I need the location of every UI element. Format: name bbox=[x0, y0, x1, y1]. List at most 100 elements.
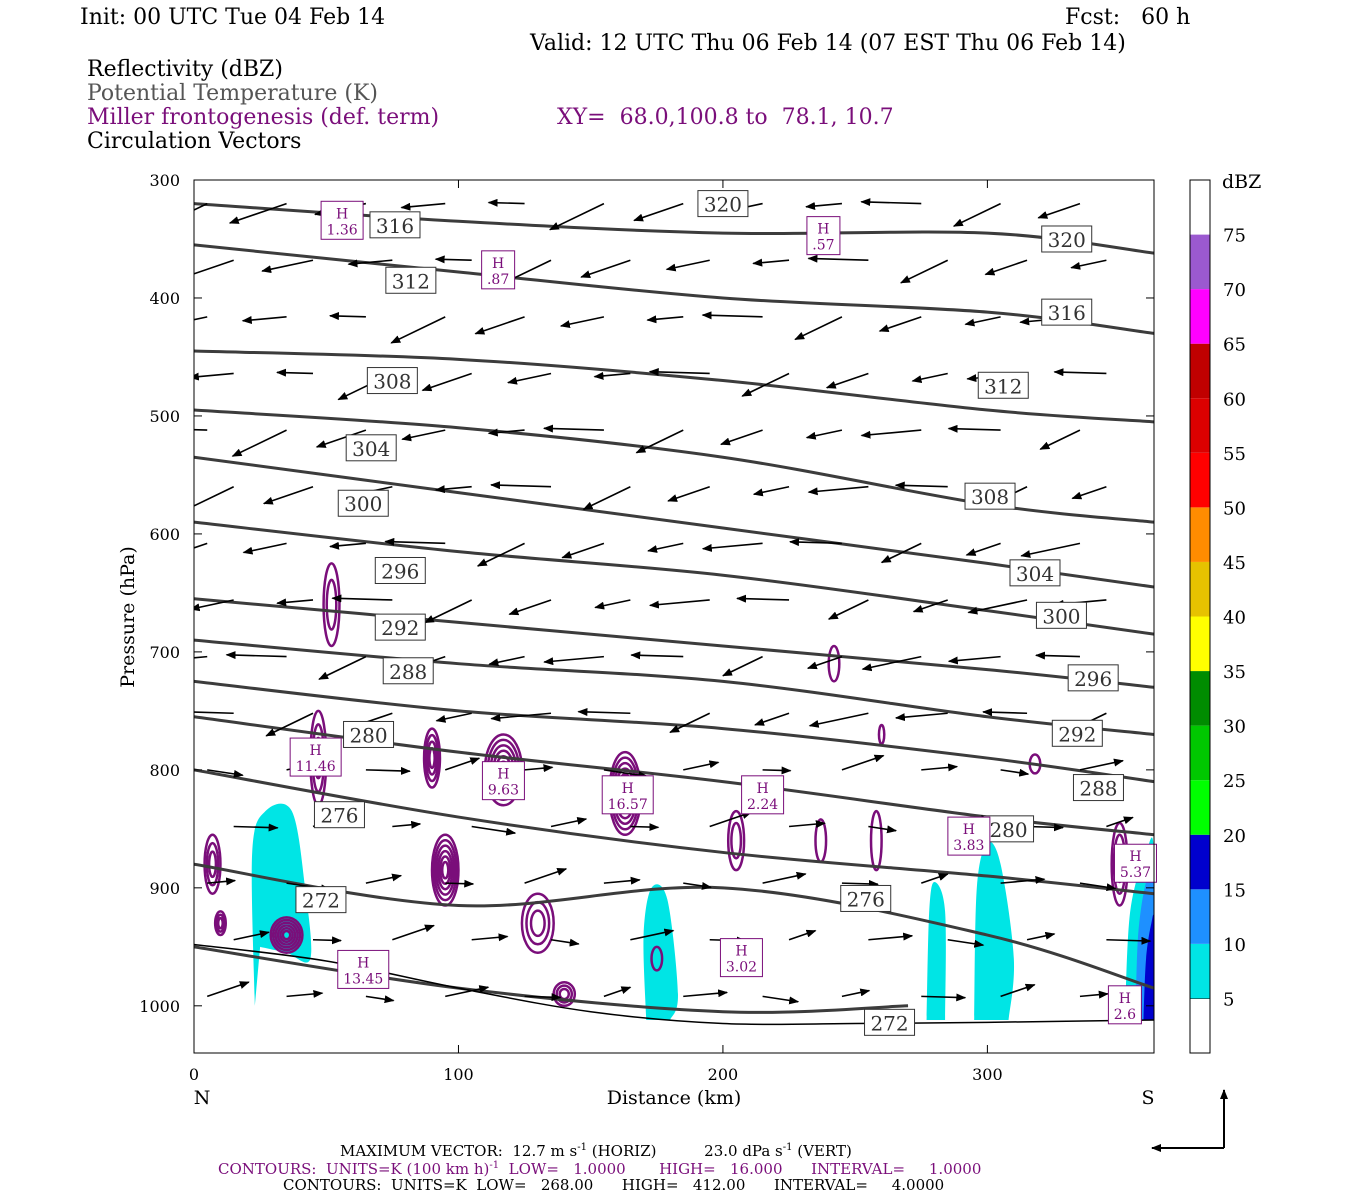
circulation-vector bbox=[842, 991, 869, 997]
y-tick-label: 500 bbox=[149, 407, 180, 426]
reflectivity-area bbox=[927, 882, 946, 1020]
circulation-vector bbox=[789, 823, 825, 826]
circulation-vector bbox=[755, 713, 789, 725]
circulation-vector bbox=[262, 260, 313, 271]
circulation-vector bbox=[475, 317, 524, 334]
fronto-max-value: .87 bbox=[487, 272, 509, 288]
y-tick-label: 700 bbox=[149, 643, 180, 662]
theta-label: 280 bbox=[349, 723, 387, 747]
fronto-contour bbox=[829, 646, 840, 681]
fronto-max-H: H bbox=[357, 955, 369, 971]
x-tick-label: 100 bbox=[443, 1065, 474, 1084]
colorbar-segment bbox=[1190, 235, 1210, 290]
fronto-max-H: H bbox=[817, 222, 829, 238]
fronto-max-value: 2.6 bbox=[1114, 1007, 1136, 1023]
theta-label: 304 bbox=[1016, 562, 1054, 586]
theta-contour-296 bbox=[194, 599, 1154, 687]
circulation-vector bbox=[754, 487, 789, 495]
circulation-vector bbox=[509, 600, 551, 614]
circulation-vector bbox=[1080, 761, 1123, 770]
circulation-vector bbox=[277, 600, 313, 603]
fronto-max-H: H bbox=[1129, 849, 1141, 865]
circulation-vector bbox=[156, 317, 207, 328]
theta-label: 276 bbox=[847, 887, 885, 911]
circulation-vector bbox=[668, 487, 710, 501]
colorbar-segment-below bbox=[1190, 998, 1210, 1053]
y-tick-label: 900 bbox=[149, 879, 180, 898]
circulation-vector bbox=[1036, 655, 1080, 656]
circulation-vector bbox=[392, 925, 434, 939]
fronto-max-value: 5.37 bbox=[1120, 865, 1151, 881]
theta-label: 316 bbox=[1048, 301, 1086, 325]
theta-label: 304 bbox=[352, 437, 390, 461]
colorbar-segment bbox=[1190, 344, 1210, 399]
circulation-vector bbox=[425, 600, 472, 623]
fronto-contour bbox=[429, 748, 434, 768]
x-axis-label: Distance (km) bbox=[607, 1087, 742, 1109]
circulation-vector bbox=[525, 869, 567, 883]
y-axis-label: Pressure (hPa) bbox=[117, 546, 139, 688]
circulation-vector bbox=[604, 987, 630, 996]
colorbar: 5 10 15 20 25 30 35 40 45 50 55 60 65 70 75 bbox=[1190, 180, 1246, 1053]
y-tick-label: 800 bbox=[149, 761, 180, 780]
circulation-vector bbox=[319, 657, 366, 680]
colorbar-label: 20 bbox=[1223, 826, 1246, 847]
theta-label: 300 bbox=[1042, 604, 1080, 628]
fronto-max-H: H bbox=[336, 206, 348, 222]
circulation-vector bbox=[158, 543, 207, 560]
fronto-max-H: H bbox=[963, 822, 975, 838]
circulation-vector bbox=[385, 542, 445, 544]
circulation-vector bbox=[967, 543, 1001, 555]
colorbar-label: 70 bbox=[1223, 280, 1246, 301]
fronto-max-value: 1.36 bbox=[327, 222, 358, 238]
circulation-vector bbox=[244, 543, 287, 552]
y-tick-label: 1000 bbox=[139, 997, 180, 1016]
colorbar-segment bbox=[1190, 671, 1210, 726]
theta-label: 292 bbox=[381, 616, 419, 640]
circulation-vector bbox=[604, 880, 640, 883]
circulation-vector bbox=[243, 317, 287, 321]
fronto-contour bbox=[327, 580, 337, 630]
colorbar-label: 50 bbox=[1223, 498, 1246, 519]
fronto-max-value: 16.57 bbox=[608, 797, 648, 813]
circulation-vector bbox=[330, 543, 366, 546]
circulation-vector bbox=[703, 543, 763, 548]
circulation-vector bbox=[436, 713, 471, 721]
colorbar-segment bbox=[1190, 289, 1210, 344]
circulation-vector bbox=[1038, 204, 1080, 218]
circulation-vector bbox=[422, 373, 471, 390]
circulation-vector bbox=[667, 260, 710, 269]
circulation-vector bbox=[683, 762, 718, 770]
fronto-max-value: 2.24 bbox=[747, 797, 778, 813]
colorbar-label: 65 bbox=[1223, 335, 1246, 356]
fronto-max-value: 13.45 bbox=[343, 971, 383, 987]
circulation-vector bbox=[472, 937, 508, 940]
circulation-vector bbox=[810, 713, 869, 726]
circulation-vector bbox=[330, 316, 366, 317]
theta-label: 316 bbox=[376, 214, 414, 238]
colorbar-label: 75 bbox=[1223, 226, 1246, 247]
fronto-contour bbox=[871, 811, 882, 870]
colorbar-label: 60 bbox=[1223, 389, 1246, 410]
circulation-vector bbox=[550, 204, 604, 230]
circulation-vector bbox=[525, 767, 553, 770]
circulation-vector bbox=[264, 487, 313, 504]
colorbar-segment bbox=[1190, 835, 1210, 890]
circulation-vector bbox=[954, 204, 1001, 227]
circulation-vector bbox=[913, 373, 948, 381]
circulation-vector bbox=[842, 756, 884, 770]
fronto-max-H: H bbox=[622, 781, 634, 797]
circulation-vector bbox=[1001, 770, 1029, 774]
theta-label: 280 bbox=[989, 818, 1027, 842]
colorbar-label: 55 bbox=[1223, 444, 1246, 465]
circulation-vector bbox=[595, 373, 631, 376]
circulation-vector bbox=[180, 487, 234, 513]
circulation-vector bbox=[489, 203, 525, 204]
circulation-vector bbox=[175, 204, 207, 220]
circulation-vector bbox=[723, 657, 763, 676]
fronto-max-H: H bbox=[492, 256, 504, 272]
circulation-vector bbox=[366, 996, 394, 1000]
theta-label: 272 bbox=[302, 889, 340, 913]
colorbar-segment bbox=[1190, 180, 1210, 235]
